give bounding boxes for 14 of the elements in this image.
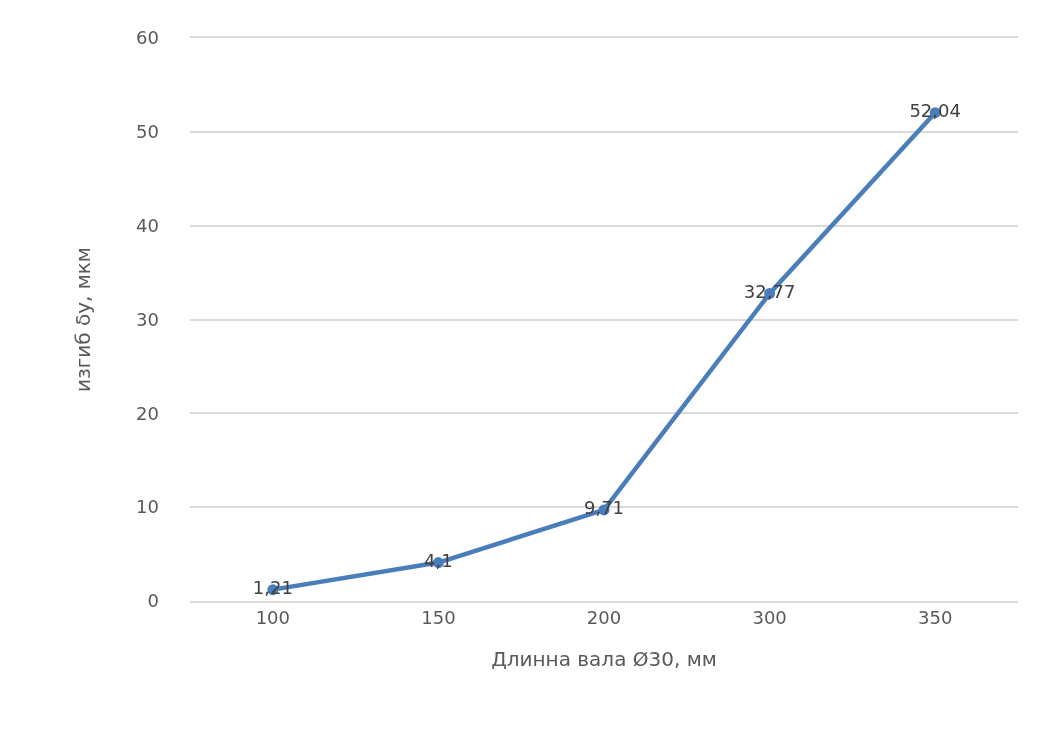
x-tick-label: 300 xyxy=(752,607,787,629)
y-tick-label: 40 xyxy=(136,214,159,236)
x-tick-label: 200 xyxy=(586,607,622,629)
y-axis-title: изгиб δу, мкм xyxy=(70,247,95,392)
y-tick-label: 30 xyxy=(136,308,159,330)
y-tick-label: 0 xyxy=(147,590,159,612)
x-tick-label: 150 xyxy=(421,607,456,629)
x-tick-label: 350 xyxy=(918,607,953,629)
y-tick-label: 20 xyxy=(136,402,159,424)
x-axis-title: Длинна вала Ø30, мм xyxy=(491,647,717,672)
y-tick-label: 10 xyxy=(136,496,159,518)
y-tick-label: 60 xyxy=(136,27,159,49)
x-tick-label: 100 xyxy=(255,607,290,629)
y-tick-label: 50 xyxy=(136,121,159,143)
